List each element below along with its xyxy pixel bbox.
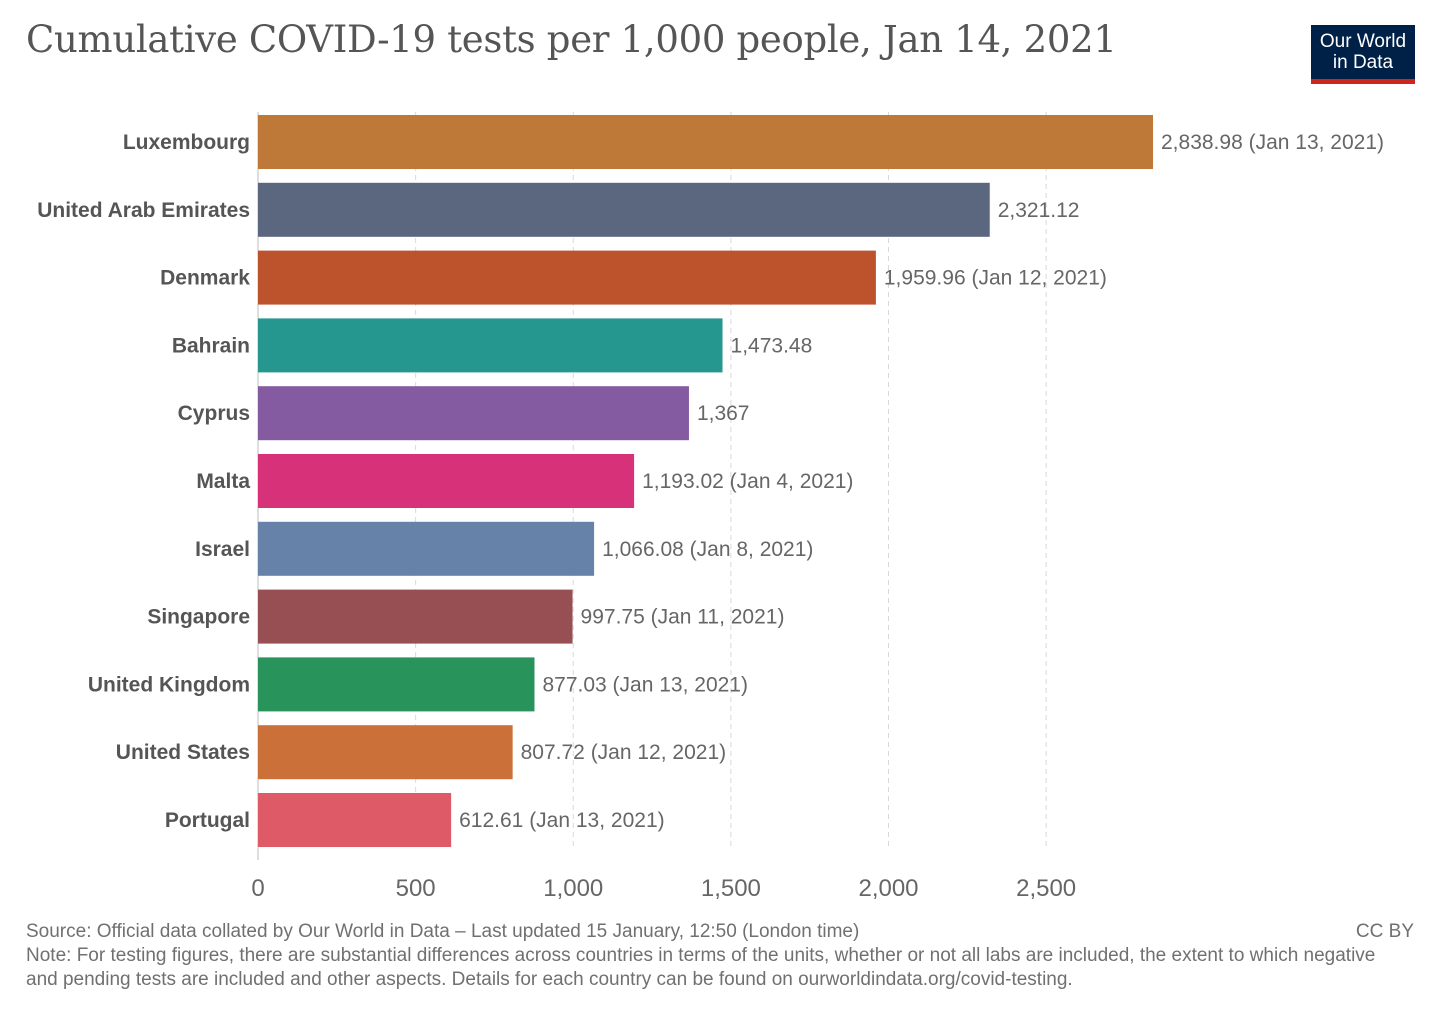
footer: Source: Official data collated by Our Wo… <box>26 920 1418 992</box>
bar <box>258 589 573 644</box>
logo-line-1: Our World <box>1319 31 1407 52</box>
owid-logo[interactable]: Our World in Data <box>1311 25 1415 84</box>
logo-line-2: in Data <box>1332 52 1394 73</box>
value-label: 1,066.08 (Jan 8, 2021) <box>602 538 813 561</box>
value-labels: 2,838.98 (Jan 13, 2021) 2,321.12 1,959.96 … <box>459 131 1384 832</box>
x-tick-label: 1,000 <box>543 875 603 902</box>
value-label: 1,193.02 (Jan 4, 2021) <box>642 470 853 493</box>
bar <box>258 793 452 847</box>
x-tick-label: 2,500 <box>1016 875 1076 902</box>
value-label: 807.72 (Jan 12, 2021) <box>521 741 727 764</box>
x-tick-label: 1,500 <box>701 875 761 902</box>
value-label: 877.03 (Jan 13, 2021) <box>542 673 748 696</box>
bar <box>258 250 876 305</box>
bar <box>258 454 635 508</box>
bar <box>258 386 689 441</box>
category-label: United Kingdom <box>88 673 250 696</box>
value-label: 2,321.12 <box>998 199 1080 222</box>
value-label: 1,367 <box>697 402 750 425</box>
bars <box>258 115 1153 847</box>
category-label: United States <box>116 741 250 764</box>
category-label: United Arab Emirates <box>37 199 250 222</box>
bar <box>258 521 595 576</box>
category-label: Portugal <box>165 809 250 832</box>
bar-chart: Luxembourg United Arab Emirates Denmark Bah… <box>37 112 1384 902</box>
chart-title: Cumulative COVID-19 tests per 1,000 peop… <box>26 18 1117 61</box>
category-label: Denmark <box>160 267 250 290</box>
value-label: 997.75 (Jan 11, 2021) <box>581 606 785 629</box>
bar <box>258 115 1153 169</box>
value-label: 1,473.48 <box>731 334 813 357</box>
license-link[interactable]: CC BY <box>1355 921 1414 942</box>
value-label: 612.61 (Jan 13, 2021) <box>459 809 665 832</box>
x-tick-label: 0 <box>251 875 264 902</box>
category-label: Malta <box>196 470 250 493</box>
category-label: Luxembourg <box>123 131 250 154</box>
x-tick-label: 500 <box>396 875 436 902</box>
category-label: Bahrain <box>172 334 250 357</box>
category-label: Cyprus <box>178 402 250 425</box>
x-tick-label: 2,000 <box>858 875 918 902</box>
bar <box>258 725 513 780</box>
value-label: 2,838.98 (Jan 13, 2021) <box>1161 131 1384 154</box>
x-axis-ticks: 0 500 1,000 1,500 2,000 2,500 <box>251 875 1076 902</box>
category-labels: Luxembourg United Arab Emirates Denmark Bah… <box>37 131 250 832</box>
bar <box>258 318 723 373</box>
bar <box>258 182 990 237</box>
bar <box>258 657 535 712</box>
category-label: Israel <box>195 538 250 561</box>
source-text: Source: Official data collated by Our Wo… <box>26 921 860 942</box>
category-label: Singapore <box>147 606 250 629</box>
note-text: Note: For testing figures, there are sub… <box>26 945 1376 990</box>
value-label: 1,959.96 (Jan 12, 2021) <box>884 267 1107 290</box>
